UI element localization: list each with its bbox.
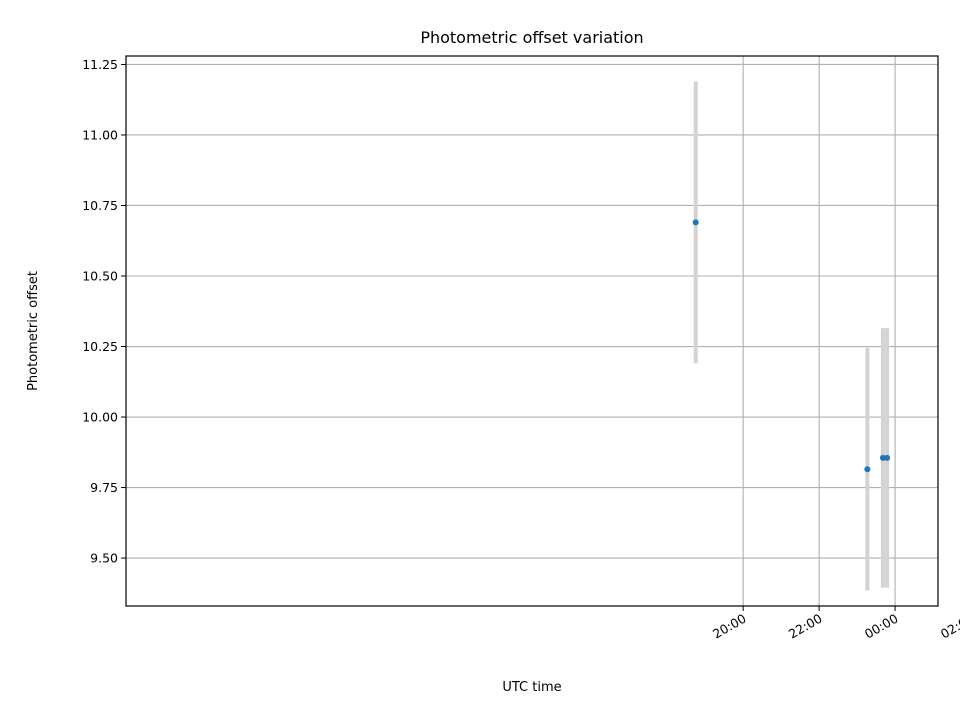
data-point	[864, 466, 871, 473]
y-tick-label: 10.25	[82, 339, 118, 354]
y-tick-label: 10.75	[82, 198, 118, 213]
data-point	[884, 454, 891, 461]
y-tick-label: 11.25	[82, 57, 118, 72]
y-tick-label: 9.50	[90, 551, 118, 566]
chart-title: Photometric offset variation	[420, 28, 643, 47]
y-tick-label: 10.50	[82, 269, 118, 284]
grid	[126, 56, 938, 606]
y-tick-label: 11.00	[82, 127, 118, 142]
y-tick-label: 9.75	[90, 480, 118, 495]
data-point	[692, 219, 699, 226]
x-axis-label: UTC time	[502, 680, 561, 695]
y-axis-ticks: 9.50 9.75 10.00 10.25 10.50 10.75 11.00 11.25	[82, 57, 126, 566]
plot-frame	[125, 55, 939, 607]
y-axis-label: Photometric offset	[26, 271, 41, 391]
data-point	[879, 454, 886, 461]
data-points	[692, 219, 891, 473]
y-tick-label: 10.00	[82, 410, 118, 425]
